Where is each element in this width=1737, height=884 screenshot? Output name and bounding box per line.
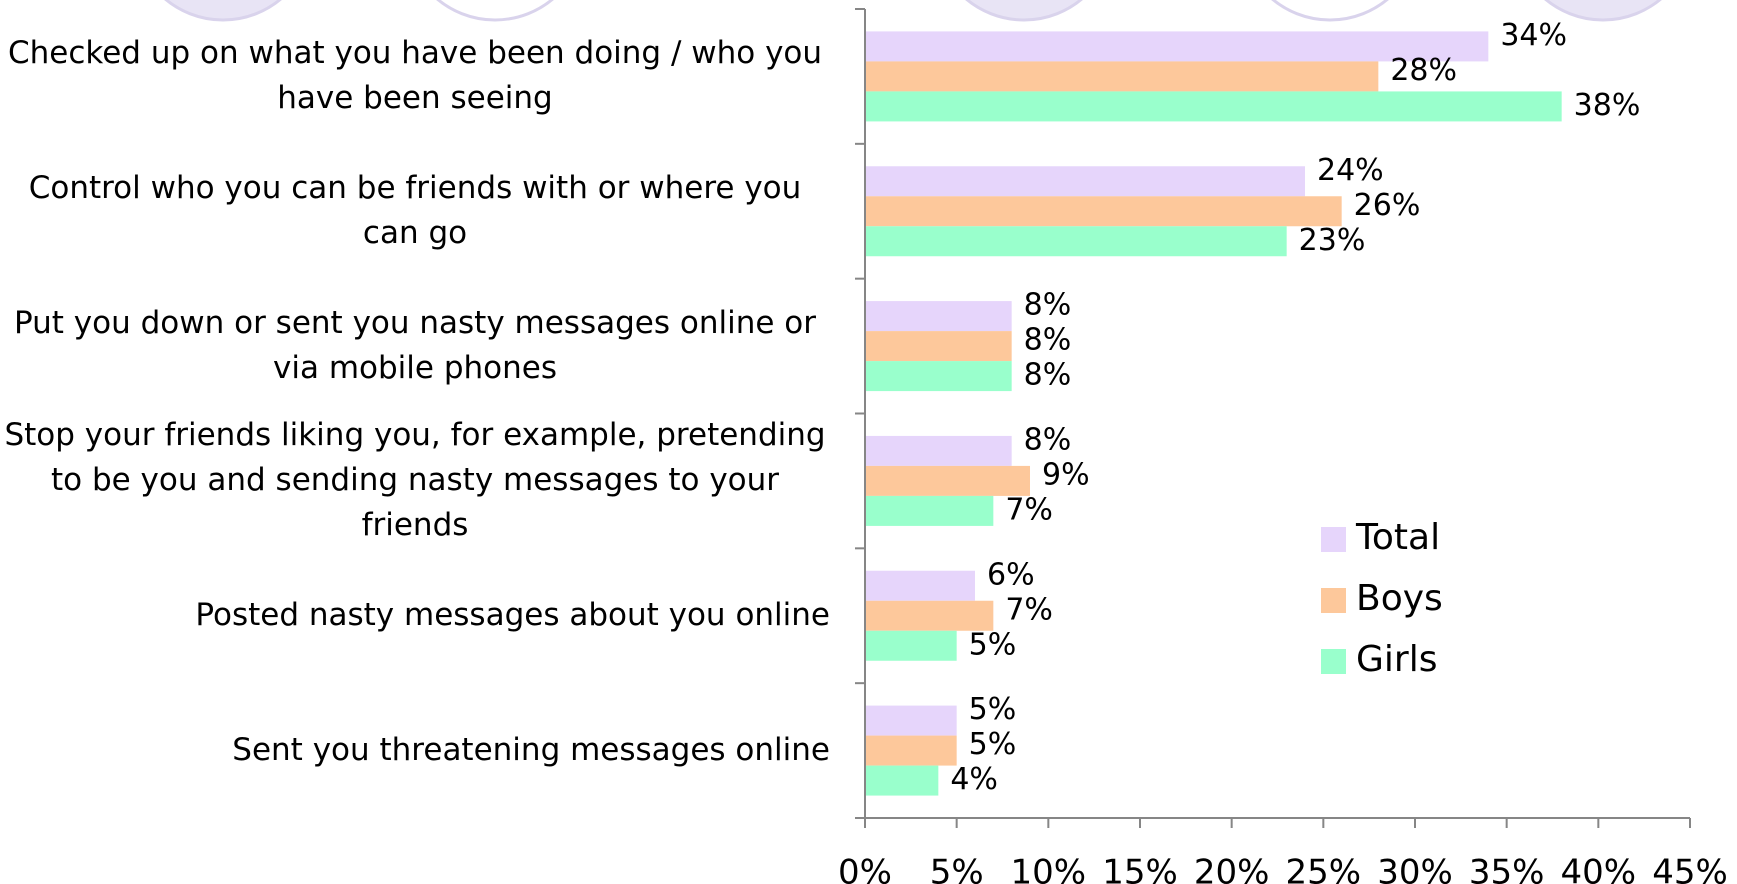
data-label: 5% [969,727,1017,762]
x-tick-label: 20% [1194,853,1270,884]
x-tick-label: 30% [1377,853,1453,884]
data-label: 5% [969,692,1017,727]
category-text: Put you down or sent you nasty messages … [14,305,816,387]
data-label: 4% [950,762,998,797]
category-text: Stop your friends liking you, for exampl… [4,417,826,544]
x-tick-label: 15% [1102,853,1178,884]
category-label: Stop your friends liking you, for exampl… [0,414,830,549]
legend-swatch [1321,588,1346,613]
bar [865,465,1030,496]
bar [865,301,1012,332]
data-label: 34% [1500,18,1567,53]
bar [865,735,957,766]
bar [865,705,957,736]
bar [865,765,939,796]
category-label: Put you down or sent you nasty messages … [0,279,830,414]
legend-swatch [1321,527,1346,552]
bar [865,31,1489,62]
bar [865,196,1342,227]
bar [865,600,994,631]
category-text: Sent you threatening messages online [232,732,830,769]
legend-swatch [1321,649,1346,674]
bar [865,570,975,601]
category-label: Checked up on what you have been doing /… [0,9,830,144]
category-label: Control who you can be friends with or w… [0,144,830,279]
x-tick-label: 45% [1652,853,1728,884]
data-label: 8% [1024,323,1072,358]
x-tick-label: 35% [1469,853,1545,884]
legend-label: Girls [1356,639,1437,680]
category-text: Checked up on what you have been doing /… [7,35,823,117]
bar [865,91,1562,122]
data-label: 24% [1317,153,1384,188]
decor [164,0,1662,22]
x-tick-label: 5% [930,853,984,884]
legend-label: Total [1355,517,1440,558]
category-label: Sent you threatening messages online [0,683,830,818]
bar [865,435,1012,466]
data-label: 8% [1024,288,1072,323]
bar [865,495,994,526]
x-tick-label: 25% [1286,853,1362,884]
data-label: 38% [1574,88,1641,123]
bar [865,61,1379,92]
data-label: 9% [1042,457,1090,492]
bar [865,630,957,661]
category-text: Control who you can be friends with or w… [28,170,802,252]
x-tick-label: 10% [1011,853,1087,884]
data-label: 5% [969,627,1017,662]
bar [865,331,1012,362]
bar [865,361,1012,392]
category-label: Posted nasty messages about you online [0,548,830,683]
x-tick-label: 0% [838,853,892,884]
data-label: 7% [1005,492,1053,527]
bar [865,166,1305,197]
data-label: 8% [1024,358,1072,393]
data-label: 28% [1390,53,1457,88]
category-text: Posted nasty messages about you online [195,597,830,634]
x-tick-label: 40% [1561,853,1637,884]
data-label: 23% [1299,223,1366,258]
bar [865,226,1287,257]
data-label: 26% [1354,188,1421,223]
data-label: 6% [987,557,1035,592]
data-label: 8% [1024,422,1072,457]
legend-label: Boys [1356,578,1443,619]
data-label: 7% [1005,592,1053,627]
